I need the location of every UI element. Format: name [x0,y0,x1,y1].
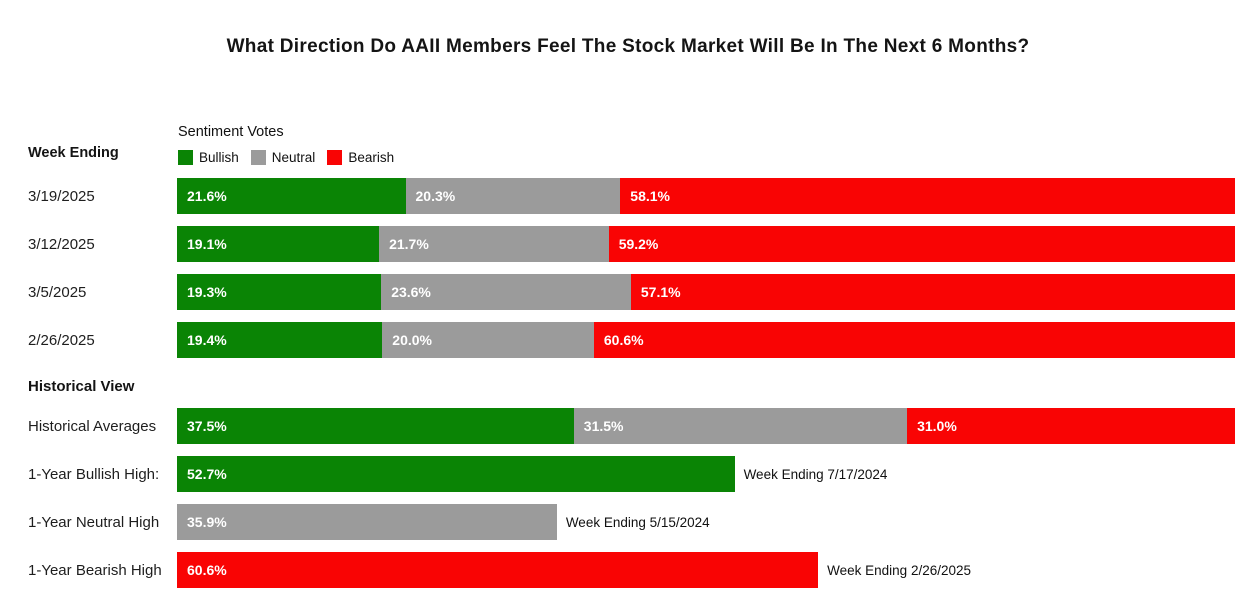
row-label: 3/5/2025 [28,283,87,301]
bullish-bar-segment: 37.5% [177,408,574,444]
bar-value-label: 19.1% [187,236,227,252]
bar-track: 19.4% 20.0% 60.6% [177,322,1235,358]
bullish-bar-segment: 19.4% [177,322,383,358]
week-ending-axis-label: Week Ending [28,145,119,161]
bar-value-label: 59.2% [618,236,659,252]
neutral-bar-segment: 20.3% [405,178,621,214]
bar-annotation: Week Ending 5/15/2024 [565,514,710,530]
row-label: 3/12/2025 [28,235,95,253]
bar-value-label: 37.5% [187,418,227,434]
bearish-legend-swatch-icon [327,150,343,165]
legend-title: Sentiment Votes [178,124,284,140]
chart-title: What Direction Do AAII Members Feel The … [226,36,1030,57]
weekly-sentiment-row: 2/26/2025 19.4% 20.0% 60.6% [0,322,1256,358]
sentiment-legend: Bullish Neutral Bearish [178,150,400,165]
historical-sentiment-row: 1-Year Bullish High: Week Ending 7/17/202… [0,456,1256,492]
bearish-legend-label: Bearish [348,150,395,165]
bar-value-label: 58.1% [630,188,670,204]
neutral-bar-segment: 31.5% [573,408,908,444]
bar-value-label: 52.7% [187,466,227,482]
historical-sentiment-row: 1-Year Neutral High Week Ending 5/15/2024… [0,504,1256,540]
bar-value-label: 21.7% [389,236,429,252]
bar-value-label: 31.5% [583,418,624,434]
bar-track: 35.9% [177,504,557,540]
bar-value-label: 19.3% [187,284,227,300]
bullish-bar-segment: 19.3% [177,274,382,310]
neutral-bar-segment: 21.7% [379,226,609,262]
row-label: 1-Year Bearish High [28,561,162,579]
bearish-bar-segment: 60.6% [593,322,1235,358]
bar-value-label: 60.6% [187,562,227,578]
neutral-bar-segment: 23.6% [381,274,631,310]
bar-track: 52.7% [177,456,735,492]
bar-track: 19.3% 23.6% 57.1% [177,274,1235,310]
bar-value-label: 20.3% [415,188,456,204]
bar-value-label: 31.0% [917,418,957,434]
row-label: 1-Year Bullish High: [28,465,160,483]
bearish-bar-segment: 58.1% [620,178,1235,214]
neutral-bar-segment: 20.0% [382,322,594,358]
bar-value-label: 60.6% [603,332,644,348]
weekly-sentiment-row: 3/12/2025 19.1% 21.7% 59.2% [0,226,1256,262]
weekly-sentiment-row: 3/19/2025 21.6% 20.3% 58.1% [0,178,1256,214]
bar-track: 60.6% [177,552,819,588]
row-label: 3/19/2025 [28,187,95,205]
bullish-bar-segment: 19.1% [177,226,380,262]
bar-track: 19.1% 21.7% 59.2% [177,226,1235,262]
bullish-legend-label: Bullish [199,150,239,165]
bar-annotation: Week Ending 2/26/2025 [827,562,971,578]
bar-annotation: Week Ending 7/17/2024 [743,466,888,482]
bar-value-label: 35.9% [187,514,227,530]
bullish-bar-segment: 21.6% [177,178,406,214]
bearish-bar-segment: 59.2% [608,226,1235,262]
bar-value-label: 23.6% [391,284,431,300]
neutral-legend-swatch-icon [250,150,266,165]
row-label: 1-Year Neutral High [28,513,160,531]
bearish-bar-segment: 60.6% [177,552,819,588]
row-label: Historical Averages [28,417,157,435]
historical-sentiment-row: Historical Averages 37.5% 31.5% 31.0% [0,408,1256,444]
historical-sentiment-row: 1-Year Bearish High Week Ending 2/26/2025… [0,552,1256,588]
bullish-bar-segment: 52.7% [177,456,735,492]
weekly-sentiment-row: 3/5/2025 19.3% 23.6% 57.1% [0,274,1256,310]
bullish-legend-swatch-icon [178,150,193,165]
bar-value-label: 19.4% [187,332,227,348]
neutral-bar-segment: 35.9% [177,504,557,540]
bar-value-label: 20.0% [392,332,432,348]
row-label: 2/26/2025 [28,331,95,349]
bar-track: 21.6% 20.3% 58.1% [177,178,1235,214]
bar-value-label: 57.1% [640,284,681,300]
bar-track: 37.5% 31.5% 31.0% [177,408,1236,444]
historical-view-heading: Historical View [28,378,135,395]
bearish-bar-segment: 31.0% [907,408,1236,444]
bearish-bar-segment: 57.1% [630,274,1235,310]
neutral-legend-label: Neutral [271,150,316,165]
bar-value-label: 21.6% [187,188,227,204]
